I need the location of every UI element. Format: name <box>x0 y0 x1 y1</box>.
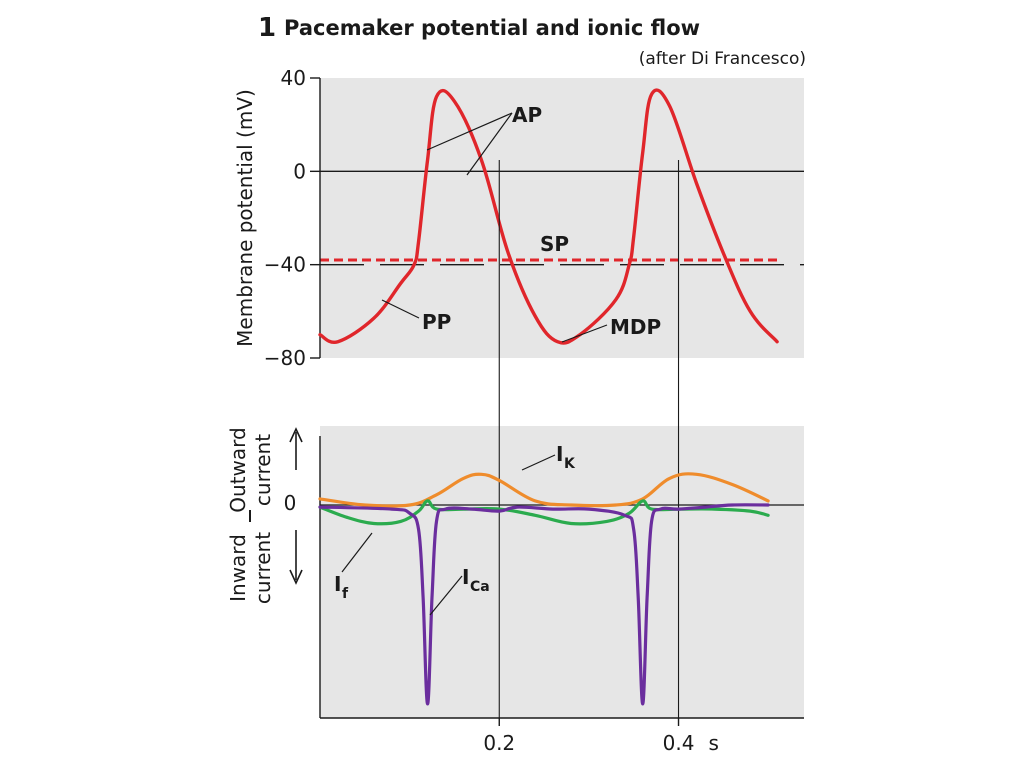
ica-current-curve <box>318 503 770 706</box>
ik-current-curve <box>318 472 770 508</box>
y-tick-2: −40 <box>264 253 306 277</box>
label-ica-main: I <box>462 565 469 589</box>
label-ik: I K <box>556 442 576 472</box>
ap-leader-2 <box>466 112 513 176</box>
label-sp: SP <box>540 232 569 256</box>
pp-leader <box>381 299 420 319</box>
label-pp: PP <box>422 310 451 334</box>
outward-label-line1: Outward <box>226 427 250 512</box>
figure-title: Pacemaker potential and ionic flow <box>284 16 700 40</box>
bottom-panel-background <box>320 426 804 718</box>
down-arrow-icon <box>289 530 303 585</box>
if-leader <box>341 532 373 573</box>
figure-subtitle: (after Di Francesco) <box>639 49 806 69</box>
outward-label-line2: current <box>251 434 275 506</box>
ica-leader <box>429 575 463 616</box>
label-mdp: MDP <box>610 315 661 339</box>
label-ap: AP <box>512 103 542 127</box>
ap-leader-1 <box>426 112 513 151</box>
label-ik-main: I <box>556 442 563 466</box>
y-tick-1: 0 <box>293 159 306 183</box>
label-ik-sub: K <box>564 456 576 472</box>
inward-label-line2: current <box>251 532 275 604</box>
y-tick-0: 40 <box>281 66 306 90</box>
label-ica-sub: Ca <box>470 579 490 595</box>
up-arrow-icon <box>289 427 303 470</box>
label-ica: I Ca <box>462 565 490 595</box>
x-unit-label: s <box>709 731 719 752</box>
membrane-potential-panel: 40 0 −40 −80 <box>264 66 804 370</box>
top-panel-background <box>320 78 804 358</box>
x-tick-0.4: 0.4 <box>663 731 695 752</box>
label-if-main: I <box>334 572 341 596</box>
figure: 1 Pacemaker potential and ionic flow (af… <box>222 0 808 755</box>
y-axis-label-membrane: Membrane potential (mV) <box>233 89 257 347</box>
zero-current-label: 0 <box>284 491 297 515</box>
y-tick-3: −80 <box>264 346 306 370</box>
membrane-potential-curve <box>318 88 779 345</box>
label-if-sub: f <box>342 586 349 602</box>
x-tick-0.2: 0.2 <box>483 731 515 752</box>
figure-number: 1 <box>258 13 276 43</box>
inward-label-line1: Inward <box>226 534 250 602</box>
ionic-current-panel <box>318 160 804 726</box>
ik-leader <box>521 454 556 471</box>
mdp-leader <box>561 324 608 343</box>
figure-svg: 1 Pacemaker potential and ionic flow (af… <box>226 13 806 755</box>
label-if: I f <box>334 572 349 602</box>
